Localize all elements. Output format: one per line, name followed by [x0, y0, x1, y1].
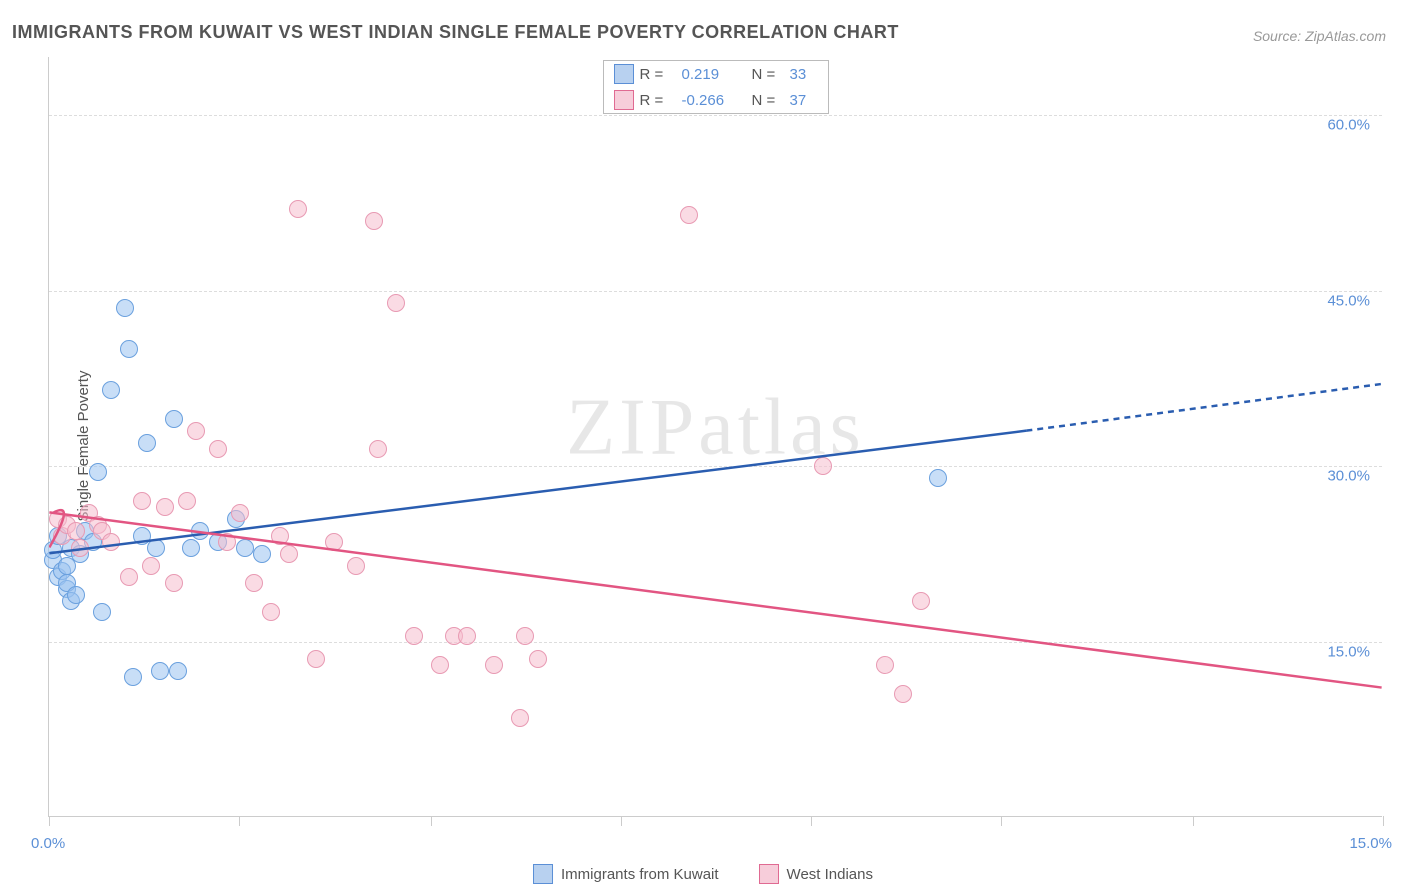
gridline [49, 642, 1382, 643]
legend-n-value: 33 [790, 66, 818, 83]
scatter-point-west_indians [325, 533, 343, 551]
chart-container: IMMIGRANTS FROM KUWAIT VS WEST INDIAN SI… [0, 0, 1406, 892]
scatter-point-west_indians [67, 522, 85, 540]
scatter-point-west_indians [102, 533, 120, 551]
scatter-point-west_indians [133, 492, 151, 510]
scatter-point-west_indians [262, 603, 280, 621]
scatter-point-west_indians [165, 574, 183, 592]
legend-swatch [614, 64, 634, 84]
legend-n-value: 37 [790, 92, 818, 109]
gridline [49, 466, 1382, 467]
scatter-point-west_indians [347, 557, 365, 575]
legend-correlation: R = 0.219 N = 33 R = -0.266 N = 37 [603, 60, 829, 114]
scatter-point-kuwait [236, 539, 254, 557]
trend-line-west_indians [49, 512, 1381, 687]
x-tick-label-left: 0.0% [31, 835, 65, 852]
legend-n-label: N = [752, 92, 784, 109]
scatter-point-west_indians [680, 206, 698, 224]
scatter-point-kuwait [102, 381, 120, 399]
scatter-point-west_indians [529, 650, 547, 668]
legend-correlation-row: R = 0.219 N = 33 [604, 61, 828, 87]
scatter-point-kuwait [147, 539, 165, 557]
scatter-point-kuwait [93, 603, 111, 621]
x-tick [239, 816, 240, 826]
scatter-point-kuwait [124, 668, 142, 686]
legend-series-item: Immigrants from Kuwait [533, 864, 719, 884]
legend-swatch [759, 864, 779, 884]
scatter-point-west_indians [120, 568, 138, 586]
scatter-point-kuwait [182, 539, 200, 557]
scatter-point-west_indians [876, 656, 894, 674]
legend-r-value: 0.219 [682, 66, 746, 83]
y-tick-label: 60.0% [1327, 117, 1370, 134]
scatter-point-kuwait [67, 586, 85, 604]
scatter-point-west_indians [289, 200, 307, 218]
scatter-point-west_indians [458, 627, 476, 645]
chart-title: IMMIGRANTS FROM KUWAIT VS WEST INDIAN SI… [12, 22, 899, 43]
scatter-point-west_indians [187, 422, 205, 440]
scatter-point-west_indians [271, 527, 289, 545]
scatter-point-west_indians [894, 685, 912, 703]
scatter-point-west_indians [209, 440, 227, 458]
scatter-point-kuwait [253, 545, 271, 563]
x-tick [49, 816, 50, 826]
scatter-point-west_indians [218, 533, 236, 551]
x-tick [1193, 816, 1194, 826]
scatter-point-west_indians [280, 545, 298, 563]
scatter-point-kuwait [120, 340, 138, 358]
scatter-point-west_indians [369, 440, 387, 458]
legend-correlation-row: R = -0.266 N = 37 [604, 87, 828, 113]
x-tick-label-right: 15.0% [1349, 835, 1392, 852]
scatter-point-west_indians [511, 709, 529, 727]
legend-series-item: West Indians [759, 864, 873, 884]
legend-series-label: Immigrants from Kuwait [561, 866, 719, 883]
legend-n-label: N = [752, 66, 784, 83]
x-tick [431, 816, 432, 826]
x-tick [1001, 816, 1002, 826]
scatter-point-west_indians [307, 650, 325, 668]
scatter-point-west_indians [231, 504, 249, 522]
gridline [49, 115, 1382, 116]
scatter-point-west_indians [912, 592, 930, 610]
scatter-point-west_indians [814, 457, 832, 475]
legend-series: Immigrants from Kuwait West Indians [533, 864, 873, 884]
scatter-point-kuwait [169, 662, 187, 680]
y-tick-label: 15.0% [1327, 643, 1370, 660]
scatter-point-kuwait [929, 469, 947, 487]
scatter-point-kuwait [116, 299, 134, 317]
gridline [49, 291, 1382, 292]
x-tick [1383, 816, 1384, 826]
y-tick-label: 30.0% [1327, 468, 1370, 485]
legend-series-label: West Indians [787, 866, 873, 883]
plot-area: ZIPatlas 15.0%30.0%45.0%60.0% R =0.219N … [48, 57, 1382, 817]
scatter-point-west_indians [178, 492, 196, 510]
legend-r-value: -0.266 [682, 92, 746, 109]
scatter-point-kuwait [138, 434, 156, 452]
y-tick-label: 45.0% [1327, 292, 1370, 309]
legend-r-label: R = [640, 92, 676, 109]
legend-swatch [614, 90, 634, 110]
x-tick [621, 816, 622, 826]
legend-swatch [533, 864, 553, 884]
x-tick [811, 816, 812, 826]
scatter-point-west_indians [485, 656, 503, 674]
trend-line-kuwait-dashed [1026, 384, 1381, 431]
scatter-point-west_indians [365, 212, 383, 230]
scatter-point-west_indians [387, 294, 405, 312]
scatter-point-kuwait [89, 463, 107, 481]
scatter-point-kuwait [165, 410, 183, 428]
scatter-point-west_indians [405, 627, 423, 645]
scatter-point-kuwait [191, 522, 209, 540]
scatter-point-west_indians [516, 627, 534, 645]
scatter-point-west_indians [142, 557, 160, 575]
trend-lines [49, 57, 1382, 816]
scatter-point-west_indians [245, 574, 263, 592]
scatter-point-west_indians [71, 539, 89, 557]
source-attribution: Source: ZipAtlas.com [1253, 28, 1386, 44]
scatter-point-west_indians [431, 656, 449, 674]
legend-r-label: R = [640, 66, 676, 83]
scatter-point-kuwait [151, 662, 169, 680]
scatter-point-west_indians [156, 498, 174, 516]
